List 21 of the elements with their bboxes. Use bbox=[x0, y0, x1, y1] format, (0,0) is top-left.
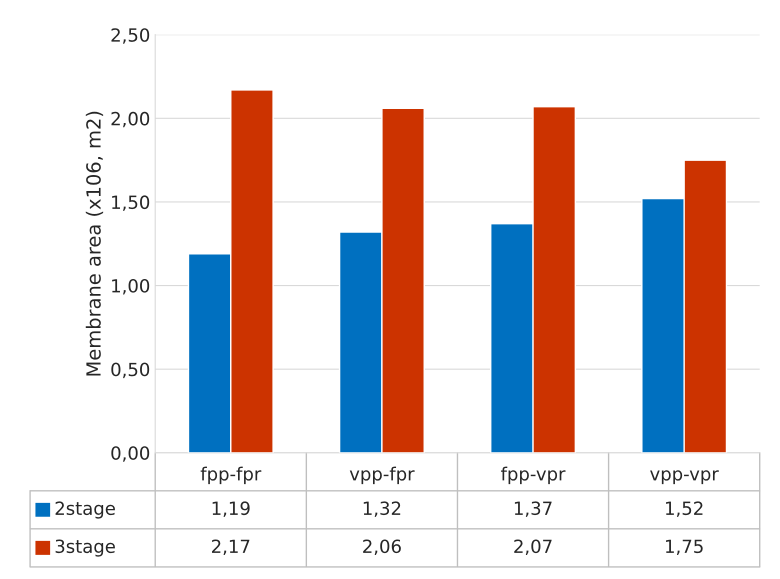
legend-label: 2stage bbox=[56, 501, 115, 519]
x-tick-label: vpp-fpr bbox=[350, 466, 415, 484]
x-tick-label: fpp-vpr bbox=[501, 466, 566, 484]
data-label: 2,07 bbox=[514, 539, 552, 555]
data-label: 1,52 bbox=[666, 501, 702, 517]
data-label: 1,19 bbox=[212, 501, 250, 517]
data-label: 2,17 bbox=[212, 539, 250, 555]
y-tick-label: 2,00 bbox=[111, 112, 150, 128]
legend-label: 3stage bbox=[56, 539, 115, 557]
y-tick-label: 1,50 bbox=[112, 195, 150, 211]
y-tick-label: 0,50 bbox=[111, 362, 150, 378]
data-label: 1,75 bbox=[666, 540, 703, 555]
y-tick-label: 2,50 bbox=[111, 28, 150, 44]
y-tick-label: 0,00 bbox=[111, 446, 150, 462]
x-tick-label: fpp-fpr bbox=[200, 466, 262, 484]
y-tick-label: 1,00 bbox=[112, 279, 150, 295]
data-label: 2,06 bbox=[363, 539, 401, 555]
data-label: 1,37 bbox=[514, 501, 552, 517]
y-axis-title: Membrane area (x106, m2) bbox=[86, 112, 104, 376]
x-tick-label: vpp-vpr bbox=[650, 470, 719, 484]
data-label: 1,32 bbox=[364, 501, 400, 517]
